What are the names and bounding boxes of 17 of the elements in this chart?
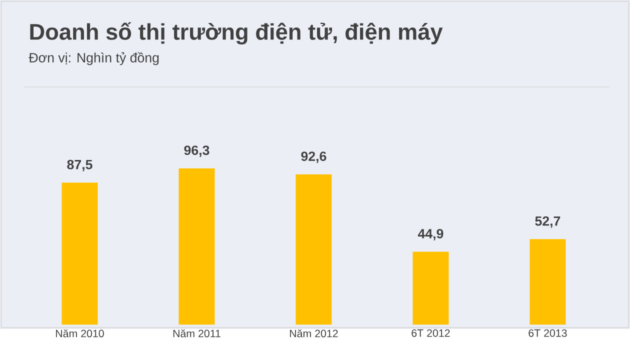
bar: [62, 182, 98, 325]
data-label: 44,9: [418, 229, 444, 240]
data-label: 92,6: [301, 152, 326, 164]
bar: [530, 239, 566, 325]
x-tick-label: 6T 2012: [412, 329, 450, 337]
data-label: 87,5: [67, 160, 92, 172]
data-label: 96,3: [184, 146, 210, 158]
chart-title: Doanh số thị trường điện tử, điện máy: [30, 22, 443, 45]
x-tick-label: Năm 2010: [56, 329, 104, 338]
x-tick-label: Năm 2012: [290, 329, 338, 338]
chart-subtitle: Đơn vị: Nghìn tỷ đồng: [28, 52, 159, 66]
data-label: 52,7: [535, 216, 560, 228]
x-tick-label: 6T 2013: [528, 329, 567, 337]
bar: [178, 168, 215, 325]
bar: [412, 252, 449, 325]
bar: [296, 174, 332, 325]
x-tick-label: Năm 2011: [173, 329, 220, 338]
